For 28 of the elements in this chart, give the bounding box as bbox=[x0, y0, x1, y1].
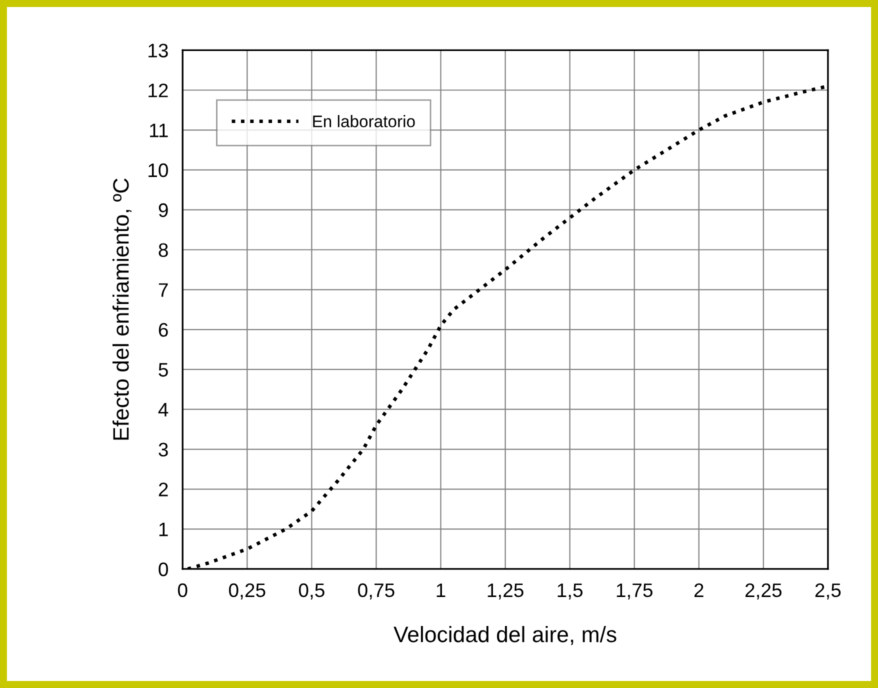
x-tick-label: 1,5 bbox=[558, 584, 583, 600]
y-tick-label: 3 bbox=[158, 442, 168, 456]
y-tick-label: 12 bbox=[148, 84, 168, 98]
x-tick-label: 0,75 bbox=[358, 583, 394, 600]
x-tick-label: 0,25 bbox=[228, 583, 266, 600]
x-tick-label: 1 bbox=[436, 584, 446, 597]
y-tick-label: 10 bbox=[148, 163, 168, 178]
x-tick-label: 1,25 bbox=[488, 583, 524, 600]
y-tick-label: 13 bbox=[148, 44, 168, 58]
y-tick-label: 11 bbox=[150, 124, 168, 138]
legend-label: En laboratorio bbox=[313, 115, 415, 128]
x-axis-title: Velocidad del aire, m/s bbox=[394, 626, 616, 645]
x-tick-label: 1,75 bbox=[616, 584, 652, 600]
y-tick-label: 9 bbox=[158, 203, 168, 218]
y-tick-label: 1 bbox=[159, 522, 168, 536]
x-tick-label: 2,5 bbox=[815, 583, 841, 600]
y-tick-label: 0 bbox=[158, 562, 168, 576]
y-tick-label: 4 bbox=[158, 403, 168, 416]
y-tick-label: 2 bbox=[158, 482, 168, 496]
y-axis-title: Efecto del enfriamiento, ºC bbox=[112, 178, 132, 440]
x-tick-label: 2,25 bbox=[745, 583, 782, 600]
y-tick-label: 7 bbox=[158, 283, 168, 297]
y-tick-label: 6 bbox=[158, 323, 168, 337]
y-tick-label: 8 bbox=[158, 243, 168, 257]
x-tick-label: 0 bbox=[178, 583, 188, 598]
x-tick-label: 2 bbox=[694, 583, 704, 597]
y-tick-label: 5 bbox=[158, 363, 168, 377]
x-tick-label: 0,5 bbox=[298, 583, 324, 600]
